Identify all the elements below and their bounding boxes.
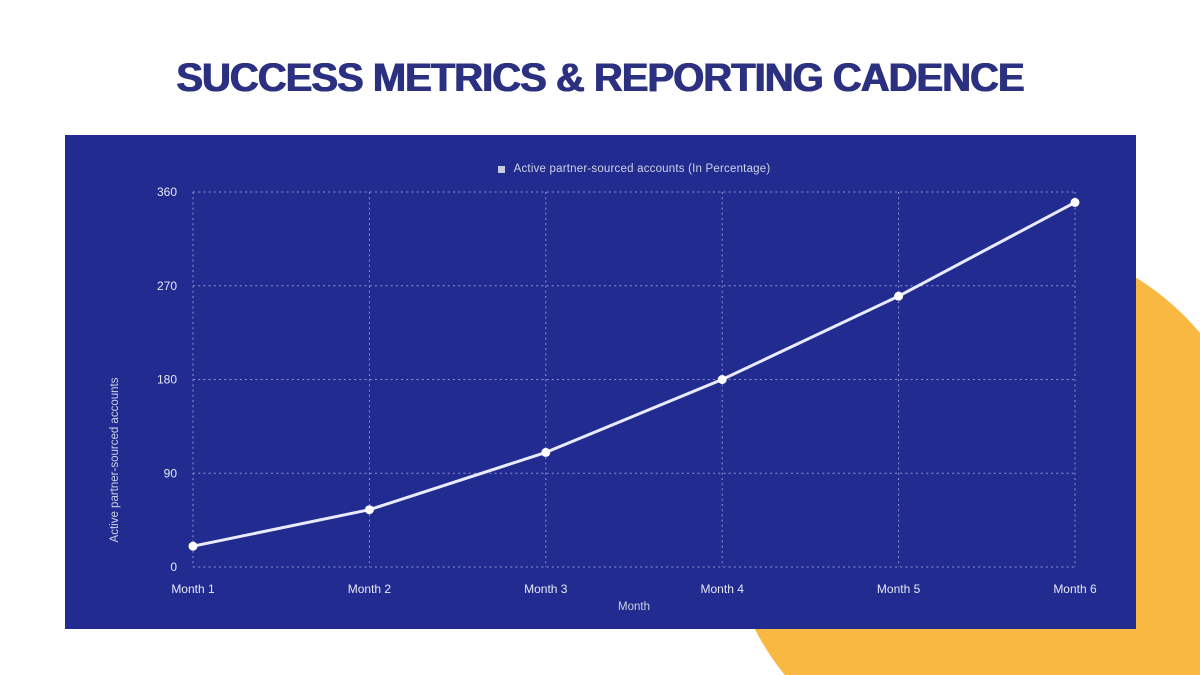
x-tick-label: Month 3: [524, 582, 568, 596]
data-point: [717, 375, 727, 384]
y-tick-label: 0: [170, 560, 177, 574]
data-point: [894, 291, 904, 301]
data-point: [188, 541, 198, 551]
x-tick-label: Month 2: [348, 582, 392, 596]
x-tick-label: Month 4: [701, 582, 745, 596]
series-line: [191, 200, 1077, 548]
y-tick-label: 90: [164, 466, 178, 480]
chart-panel: Active partner-sourced accounts (In Perc…: [65, 135, 1136, 629]
x-tick-label: Month 1: [171, 582, 215, 596]
data-point: [541, 447, 551, 457]
line-chart: 0 90 180 270 360 Month 1 Month 2 Month 3 Month 4…: [109, 185, 1097, 613]
y-axis-title: Active partner-sourced accounts: [109, 377, 121, 542]
legend-marker-icon: [497, 165, 505, 173]
x-axis-title: Month: [618, 601, 650, 613]
y-tick-label: 360: [157, 185, 177, 199]
chart-legend: Active partner-sourced accounts (In Perc…: [193, 162, 1075, 176]
y-tick-label: 180: [157, 373, 177, 387]
x-tick-label: Month 6: [1053, 582, 1097, 596]
slide-title: SUCCESS METRICS & REPORTING CADENCE: [176, 56, 1024, 100]
x-tick-label: Month 5: [877, 582, 921, 596]
data-point: [1070, 197, 1080, 207]
legend-label: Active partner-sourced accounts (In Perc…: [513, 163, 771, 175]
y-tick-label: 270: [157, 279, 177, 293]
data-point: [364, 505, 374, 515]
